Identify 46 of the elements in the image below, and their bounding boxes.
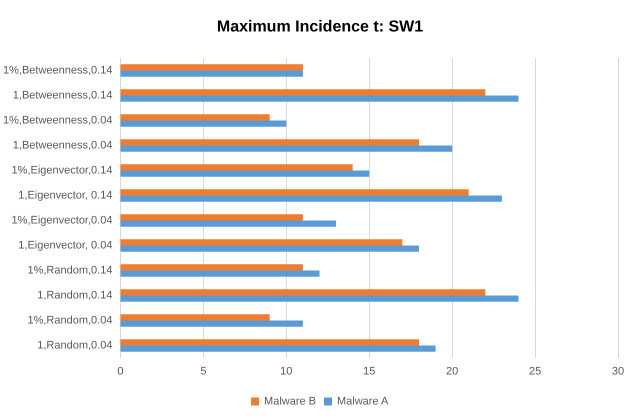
bar [120, 89, 486, 96]
bar [120, 214, 303, 220]
bar [120, 289, 486, 296]
bar [120, 220, 336, 227]
bar [120, 189, 469, 196]
bar [120, 164, 353, 170]
bar [120, 64, 303, 70]
bar [120, 139, 419, 146]
x-tick-label: 15 [363, 366, 376, 378]
y-tick-label: 1,Random,0.14 [37, 290, 112, 302]
x-tick-label: 5 [200, 366, 206, 378]
bar [120, 114, 270, 120]
y-tick-label: 1,Random,0.04 [37, 340, 112, 352]
bar [120, 146, 452, 152]
y-tick-label: 1%,Eigenvector,0.14 [12, 164, 112, 176]
y-tick-label: 1%,Random,0.14 [27, 264, 112, 276]
y-tick-label: 1%,Eigenvector,0.04 [12, 214, 112, 226]
x-tick-label: 25 [528, 366, 542, 378]
x-tick-label: 10 [280, 366, 292, 378]
y-tick-label: 1,Eigenvector, 0.14 [18, 190, 112, 202]
y-tick-label: 1,Betweenness,0.14 [12, 90, 112, 102]
bar [120, 96, 518, 102]
bar [120, 170, 370, 177]
x-tick-label: 0 [117, 366, 124, 378]
y-tick-label: 1%,Random,0.04 [27, 314, 112, 326]
x-tick-label: 30 [612, 366, 624, 378]
legend-label: Malware A [337, 396, 390, 408]
y-tick-label: 1,Eigenvector, 0.04 [18, 240, 112, 252]
y-tick-label: 1,Betweenness,0.04 [12, 140, 112, 152]
bar [120, 270, 320, 277]
y-tick-label: 1%,Betweenness,0.04 [2, 114, 112, 126]
bar [120, 296, 518, 302]
bar [120, 120, 286, 127]
legend-label: Malware B [264, 396, 316, 408]
bar [120, 239, 402, 246]
bar [120, 320, 303, 327]
bar [120, 346, 436, 352]
bar [120, 339, 419, 346]
bar [120, 264, 303, 270]
bar [120, 70, 303, 77]
bar [120, 314, 270, 320]
y-tick-label: 1%,Betweenness,0.14 [2, 64, 112, 76]
chart-title: Maximum Incidence t: SW1 [216, 18, 424, 36]
x-tick-label: 20 [446, 366, 458, 378]
bar [120, 196, 502, 202]
bar [120, 246, 419, 252]
